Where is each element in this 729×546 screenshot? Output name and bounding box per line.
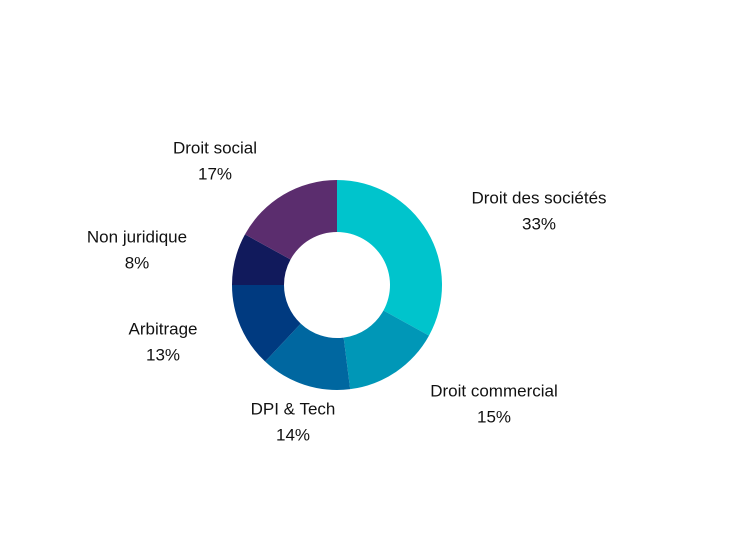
slice-labels: Droit des sociétés 33% Droit commercial 15%… [87, 138, 607, 444]
slice-label-dpi-tech: DPI & Tech [251, 399, 336, 418]
slice-value-non-juridique: 8% [125, 253, 150, 272]
slice-droit-commercial [343, 310, 430, 390]
slice-label-arbitrage: Arbitrage [129, 319, 198, 338]
slice-value-droit-commercial: 15% [477, 407, 511, 426]
slice-value-droit-des-societes: 33% [522, 214, 556, 233]
slice-value-droit-social: 17% [198, 164, 232, 183]
slice-label-non-juridique: Non juridique [87, 227, 187, 246]
slice-non-juridique [232, 234, 291, 285]
slice-label-droit-des-societes: Droit des sociétés [471, 188, 606, 207]
slice-label-droit-commercial: Droit commercial [430, 381, 558, 400]
slice-value-dpi-tech: 14% [276, 425, 310, 444]
donut-slices [232, 180, 443, 391]
slice-value-arbitrage: 13% [146, 345, 180, 364]
slice-label-droit-social: Droit social [173, 138, 257, 157]
slice-dpi-tech [265, 323, 351, 391]
slice-arbitrage [232, 285, 301, 362]
slice-droit-social [244, 180, 337, 260]
slice-droit-des-societes [337, 180, 443, 336]
